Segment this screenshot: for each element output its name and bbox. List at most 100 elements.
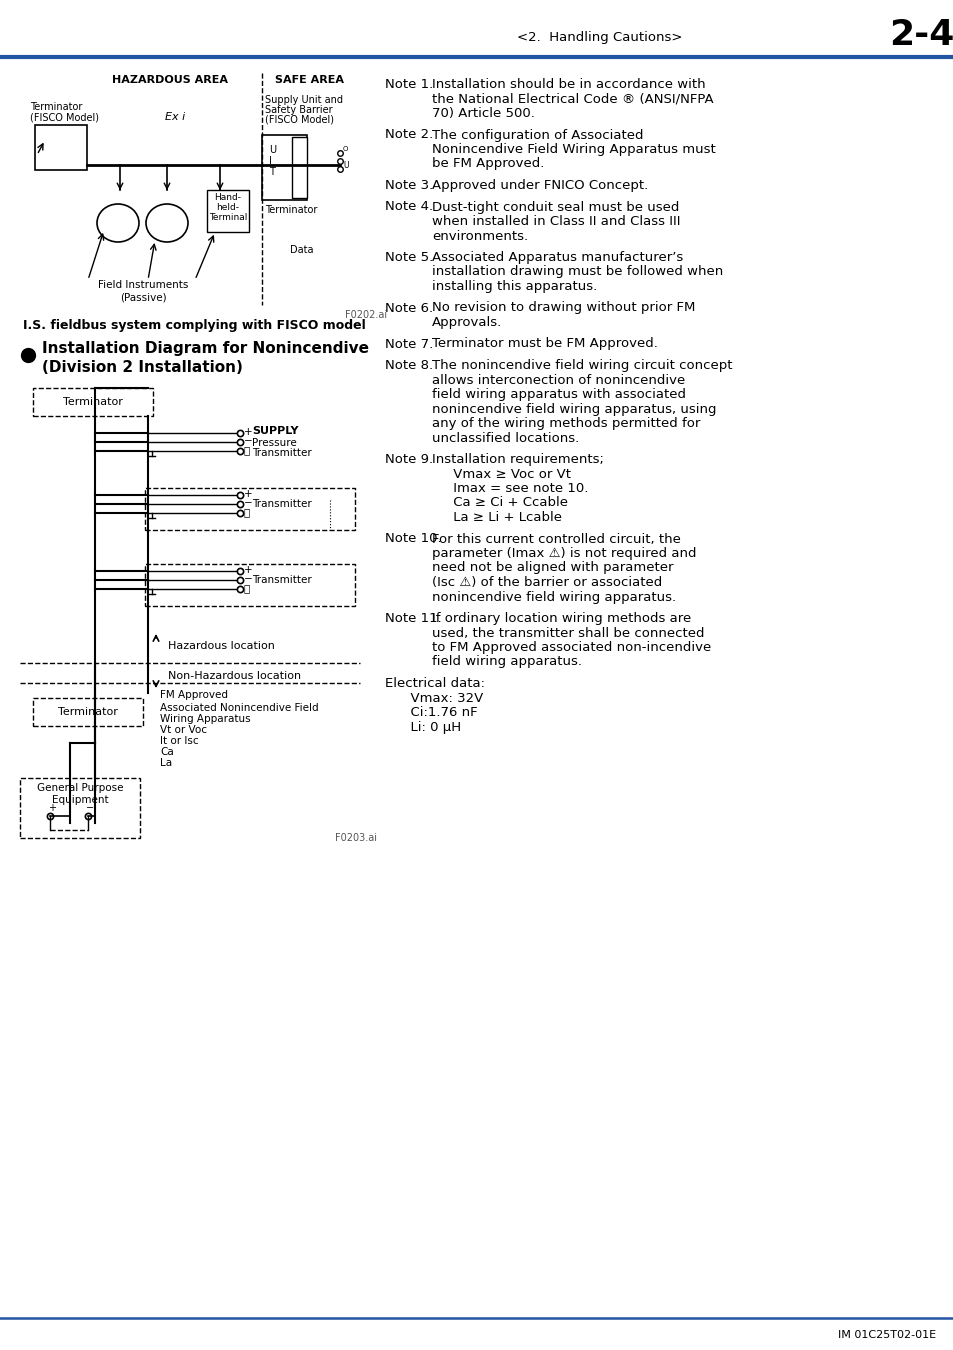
Text: Ex i: Ex i	[165, 112, 185, 122]
Bar	[33, 387, 152, 416]
Text: (FISCO Model): (FISCO Model)	[30, 112, 99, 122]
Text: Terminator: Terminator	[265, 205, 317, 215]
Text: Wiring Apparatus: Wiring Apparatus	[160, 714, 251, 724]
Bar	[35, 126, 87, 170]
Text: Note 9.: Note 9.	[385, 454, 433, 466]
Text: Terminator must be FM Approved.: Terminator must be FM Approved.	[432, 338, 658, 351]
Ellipse shape	[97, 204, 139, 242]
Text: installation drawing must be followed when: installation drawing must be followed wh…	[432, 266, 722, 278]
Text: installing this apparatus.: installing this apparatus.	[432, 279, 597, 293]
Text: used, the transmitter shall be connected: used, the transmitter shall be connected	[432, 626, 703, 640]
Text: field wiring apparatus with associated: field wiring apparatus with associated	[432, 387, 685, 401]
Text: Note 2.: Note 2.	[385, 128, 433, 142]
Text: Note 10.: Note 10.	[385, 532, 441, 545]
Text: F0203.ai: F0203.ai	[335, 833, 376, 842]
Text: Hazardous location: Hazardous location	[168, 641, 274, 651]
Text: Note 11.: Note 11.	[385, 612, 441, 625]
Bar	[145, 564, 355, 606]
Text: Ca: Ca	[160, 747, 173, 757]
Text: Transmitter: Transmitter	[252, 448, 312, 458]
Text: T: T	[269, 167, 274, 177]
Bar	[145, 487, 355, 531]
Text: Vmax: 32V: Vmax: 32V	[385, 691, 483, 705]
Text: Hand-: Hand-	[214, 193, 241, 202]
Text: the National Electrical Code ® (ANSI/NFPA: the National Electrical Code ® (ANSI/NFP…	[432, 93, 713, 105]
Text: U: U	[343, 161, 348, 170]
Text: La ≥ Li + Lcable: La ≥ Li + Lcable	[432, 512, 561, 524]
Text: Nonincendive Field Wiring Apparatus must: Nonincendive Field Wiring Apparatus must	[432, 143, 715, 157]
Text: ⏚: ⏚	[244, 583, 250, 593]
Text: Approved under FNICO Concept.: Approved under FNICO Concept.	[432, 180, 648, 192]
Text: Note 3.: Note 3.	[385, 180, 433, 192]
Text: −: −	[244, 498, 253, 508]
Text: Data: Data	[290, 244, 314, 255]
Text: +: +	[244, 489, 253, 500]
Text: SUPPLY: SUPPLY	[252, 427, 298, 436]
Text: Note 1.: Note 1.	[385, 78, 433, 90]
Text: Imax = see note 10.: Imax = see note 10.	[432, 482, 588, 495]
Text: nonincendive field wiring apparatus, using: nonincendive field wiring apparatus, usi…	[432, 402, 716, 416]
Text: Associated Nonincendive Field: Associated Nonincendive Field	[160, 703, 318, 713]
Text: Terminator: Terminator	[30, 103, 82, 112]
Text: Note 7.: Note 7.	[385, 338, 433, 351]
Text: ⏚: ⏚	[244, 508, 250, 517]
Text: Vt or Voc: Vt or Voc	[160, 725, 207, 734]
Text: La: La	[160, 757, 172, 768]
Text: Approvals.: Approvals.	[432, 316, 501, 329]
Text: 2-4: 2-4	[888, 18, 953, 53]
Text: I.S. fieldbus system complying with FISCO model: I.S. fieldbus system complying with FISC…	[23, 319, 365, 332]
Text: ⏚: ⏚	[244, 446, 250, 455]
Ellipse shape	[146, 204, 188, 242]
Text: Ci:1.76 nF: Ci:1.76 nF	[385, 706, 477, 720]
Text: −: −	[244, 436, 253, 446]
Text: nonincendive field wiring apparatus.: nonincendive field wiring apparatus.	[432, 590, 676, 603]
Text: <2.  Handling Cautions>: <2. Handling Cautions>	[517, 31, 682, 45]
Text: Transmitter: Transmitter	[252, 500, 312, 509]
Text: Safety Barrier: Safety Barrier	[265, 105, 333, 115]
Text: held-: held-	[216, 204, 239, 212]
Text: Field Instruments: Field Instruments	[98, 279, 188, 290]
Text: (FISCO Model): (FISCO Model)	[265, 115, 334, 126]
Text: Transmitter: Transmitter	[252, 575, 312, 585]
Text: For this current controlled circuit, the: For this current controlled circuit, the	[432, 532, 680, 545]
Text: F0202.ai: F0202.ai	[345, 310, 387, 320]
Text: (Isc ⚠) of the barrier or associated: (Isc ⚠) of the barrier or associated	[432, 576, 661, 589]
Text: Ca ≥ Ci + Ccable: Ca ≥ Ci + Ccable	[432, 497, 567, 509]
Text: (Division 2 Installation): (Division 2 Installation)	[42, 360, 243, 375]
Text: Terminal: Terminal	[209, 213, 247, 223]
Text: Terminator: Terminator	[63, 397, 123, 406]
Text: Dust-tight conduit seal must be used: Dust-tight conduit seal must be used	[432, 201, 679, 213]
Text: Installation should be in accordance with: Installation should be in accordance wit…	[432, 78, 705, 90]
Text: The nonincendive field wiring circuit concept: The nonincendive field wiring circuit co…	[432, 359, 732, 373]
Bar	[262, 135, 307, 200]
Text: to FM Approved associated non-incendive: to FM Approved associated non-incendive	[432, 641, 711, 653]
Bar	[207, 190, 249, 232]
Text: need not be aligned with parameter: need not be aligned with parameter	[432, 562, 673, 575]
Text: I: I	[269, 157, 272, 166]
Text: Supply Unit and: Supply Unit and	[265, 95, 343, 105]
Text: Equipment: Equipment	[51, 795, 109, 805]
Text: be FM Approved.: be FM Approved.	[432, 158, 544, 170]
Text: Associated Apparatus manufacturer’s: Associated Apparatus manufacturer’s	[432, 251, 682, 265]
Text: O: O	[343, 146, 348, 153]
Text: If ordinary location wiring methods are: If ordinary location wiring methods are	[432, 612, 691, 625]
Text: unclassified locations.: unclassified locations.	[432, 432, 578, 444]
Text: SAFE AREA: SAFE AREA	[275, 76, 344, 85]
Text: allows interconection of nonincendive: allows interconection of nonincendive	[432, 374, 684, 386]
Text: Pressure: Pressure	[252, 437, 296, 448]
Text: Terminator: Terminator	[58, 707, 118, 717]
Text: +: +	[244, 566, 253, 575]
Text: IM 01C25T02-01E: IM 01C25T02-01E	[837, 1330, 935, 1341]
Text: U: U	[269, 144, 275, 155]
Text: No revision to drawing without prior FM: No revision to drawing without prior FM	[432, 301, 695, 315]
Text: Installation requirements;: Installation requirements;	[432, 454, 603, 466]
Bar	[33, 698, 143, 726]
Text: 70) Article 500.: 70) Article 500.	[432, 107, 535, 120]
Text: Electrical data:: Electrical data:	[385, 676, 484, 690]
Text: General Purpose: General Purpose	[37, 783, 123, 792]
Text: Li: 0 μH: Li: 0 μH	[385, 721, 460, 733]
Text: Installation Diagram for Nonincendive: Installation Diagram for Nonincendive	[42, 340, 369, 355]
Text: −: −	[244, 574, 253, 585]
Text: FM Approved: FM Approved	[160, 690, 228, 701]
Text: −: −	[86, 803, 94, 813]
